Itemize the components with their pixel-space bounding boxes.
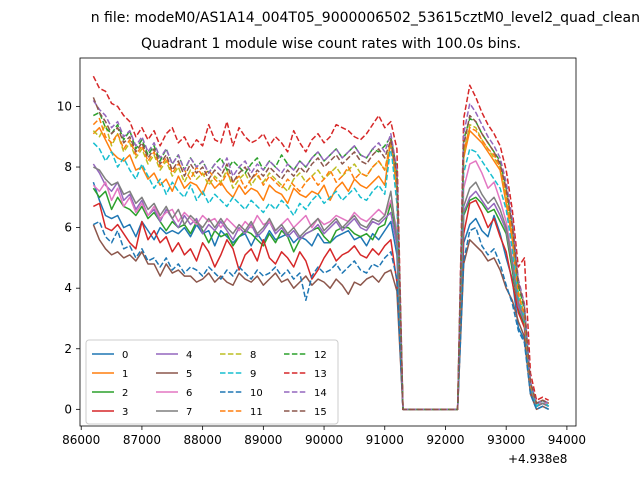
series-line-5 [92, 224, 550, 411]
series-line-7 [93, 166, 550, 411]
plot-area [92, 75, 550, 411]
x-tick-label: 87000 [123, 433, 161, 447]
series-line-10 [93, 220, 550, 411]
series-line-11 [92, 117, 550, 411]
series-line-13 [92, 75, 550, 411]
legend-label-3: 3 [122, 407, 128, 418]
series-line-0 [92, 181, 550, 411]
y-tick-label: 0 [64, 402, 72, 416]
legend-label-7: 7 [186, 407, 192, 418]
legend-label-15: 15 [314, 407, 327, 418]
x-tick-label: 89000 [244, 433, 282, 447]
legend-label-12: 12 [314, 350, 327, 361]
x-tick-label: 93000 [487, 433, 525, 447]
series-line-6 [92, 160, 550, 411]
series-line-2 [92, 187, 550, 411]
series-line-8 [92, 123, 550, 411]
legend-label-11: 11 [250, 407, 263, 418]
series-line-14 [92, 99, 550, 411]
y-tick-label: 8 [64, 160, 72, 174]
legend-label-9: 9 [250, 369, 256, 380]
x-tick-label: 88000 [184, 433, 222, 447]
x-tick-label: 86000 [62, 433, 100, 447]
series-line-15 [92, 97, 550, 411]
x-tick-label: 91000 [366, 433, 404, 447]
x-offset-label: +4.938e8 [508, 452, 568, 466]
legend-label-1: 1 [122, 369, 128, 380]
figure-suptitle: n file: modeM0/AS1A14_004T05_9000006502_… [90, 10, 640, 26]
legend-label-2: 2 [122, 388, 128, 399]
legend-label-0: 0 [122, 350, 128, 361]
series-line-9 [92, 142, 550, 411]
y-tick-label: 2 [64, 342, 72, 356]
x-tick-label: 92000 [426, 433, 464, 447]
series-line-1 [92, 126, 550, 411]
legend-box [85, 339, 339, 425]
y-tick-label: 10 [57, 99, 72, 113]
legend-label-4: 4 [186, 350, 192, 361]
legend-label-10: 10 [250, 388, 263, 399]
x-tick-label: 94000 [548, 433, 586, 447]
legend-label-14: 14 [314, 388, 327, 399]
legend-label-13: 13 [314, 369, 327, 380]
axes-frame [79, 57, 577, 427]
series-line-4 [92, 163, 550, 411]
y-tick-label: 6 [64, 221, 72, 235]
legend-label-6: 6 [186, 388, 192, 399]
y-tick-label: 4 [64, 281, 72, 295]
series-line-3 [93, 199, 550, 411]
legend-label-5: 5 [186, 369, 192, 380]
chart-title: Quadrant 1 module wise count rates with … [141, 36, 521, 52]
x-tick-label: 90000 [305, 433, 343, 447]
legend-label-8: 8 [250, 350, 256, 361]
